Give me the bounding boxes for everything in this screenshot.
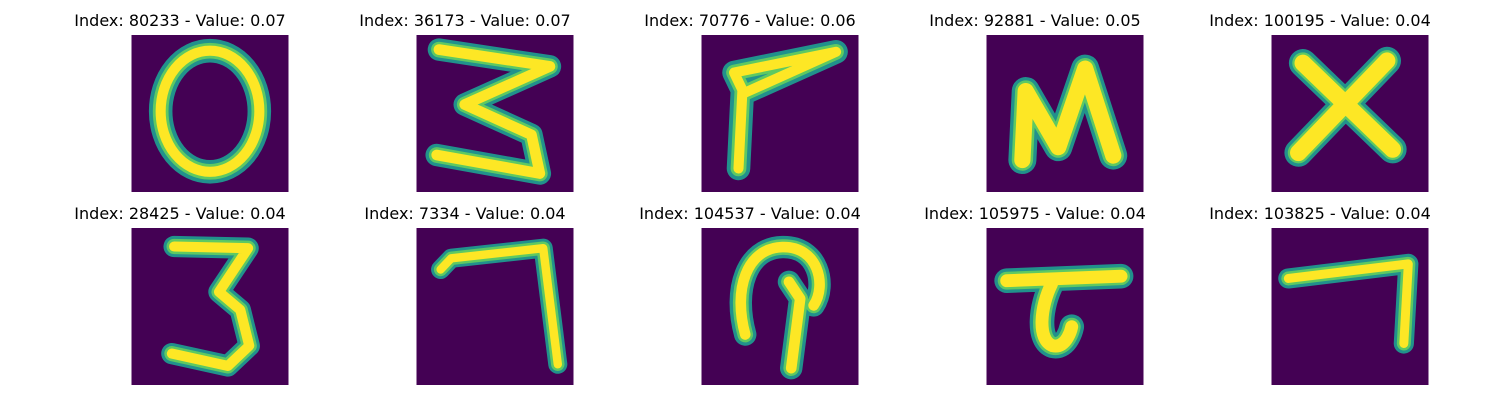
- tile-title: Index: 92881 - Value: 0.05: [929, 11, 1141, 30]
- seven-glyph-image: [416, 228, 574, 385]
- tile-title: Index: 70776 - Value: 0.06: [644, 11, 856, 30]
- image-tile: Index: 28425 - Value: 0.04: [30, 193, 330, 385]
- image-tile: Index: 103825 - Value: 0.04: [1170, 193, 1470, 385]
- p-glyph-image: [701, 228, 859, 385]
- zero-glyph-image: [131, 35, 289, 192]
- tile-title: Index: 36173 - Value: 0.07: [359, 11, 571, 30]
- tile-title: Index: 105975 - Value: 0.04: [924, 204, 1146, 223]
- tile-title: Index: 103825 - Value: 0.04: [1209, 204, 1431, 223]
- image-tile: Index: 80233 - Value: 0.07: [30, 0, 330, 192]
- tile-title: Index: 7334 - Value: 0.04: [364, 204, 566, 223]
- image-tile: Index: 105975 - Value: 0.04: [885, 193, 1185, 385]
- tile-title: Index: 80233 - Value: 0.07: [74, 11, 286, 30]
- tile-title: Index: 104537 - Value: 0.04: [639, 204, 861, 223]
- x-glyph-image: [1271, 35, 1429, 192]
- tile-title: Index: 28425 - Value: 0.04: [74, 204, 286, 223]
- image-tile: Index: 100195 - Value: 0.04: [1170, 0, 1470, 192]
- tile-title: Index: 100195 - Value: 0.04: [1209, 11, 1431, 30]
- seven-glyph-image: [701, 35, 859, 192]
- image-tile: Index: 92881 - Value: 0.05: [885, 0, 1185, 192]
- image-tile: Index: 36173 - Value: 0.07: [315, 0, 615, 192]
- three-glyph-image: [131, 228, 289, 385]
- image-tile: Index: 104537 - Value: 0.04: [600, 193, 900, 385]
- three-glyph-image: [416, 35, 574, 192]
- seven-glyph-image: [1271, 228, 1429, 385]
- image-tile: Index: 70776 - Value: 0.06: [600, 0, 900, 192]
- t-glyph-image: [986, 228, 1144, 385]
- image-tile: Index: 7334 - Value: 0.04: [315, 193, 615, 385]
- n-glyph-image: [986, 35, 1144, 192]
